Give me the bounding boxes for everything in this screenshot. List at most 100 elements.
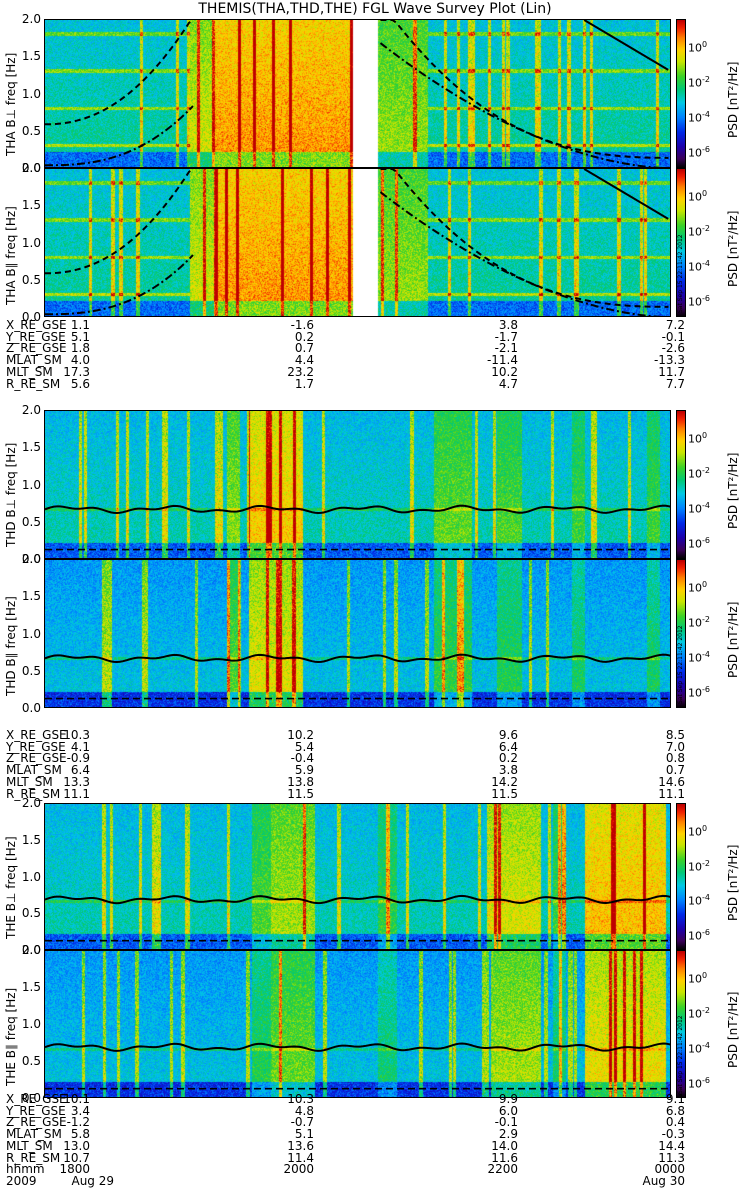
ephemeris-value: 13.8: [287, 774, 314, 789]
ephemeris-value: 6.4: [70, 763, 90, 778]
colorbar-tick: 100: [688, 40, 708, 55]
y-tick-label: 0.0: [21, 701, 41, 715]
ephemeris-value: -1.2: [66, 1115, 90, 1130]
colorbar-label: PSD [nT²/Hz]: [726, 991, 740, 1068]
timestamp-stamp: Sat Sep 15 22:11:42 2012: [677, 1015, 684, 1094]
ephemeris-label: 2009: [6, 1173, 37, 1188]
y-tick-label: 1.5: [21, 198, 41, 213]
ephemeris-value: 8.5: [665, 728, 685, 742]
overlay-lines: [45, 894, 670, 942]
ephemeris-value: 11.3: [658, 1150, 685, 1165]
ephemeris-value: 5.8: [70, 1127, 90, 1142]
ephemeris-value: 2200: [487, 1162, 518, 1177]
y-tick-label: 0.0: [21, 1091, 41, 1105]
y-tick-label: 0.5: [21, 906, 41, 921]
ephemeris-value: 3.8: [498, 318, 518, 332]
ephemeris-label: Z_RE_GSE: [6, 751, 67, 766]
y-tick-label: 0.5: [21, 123, 41, 138]
y-tick-label: 0.0: [21, 943, 41, 957]
ephemeris-value: 7.7: [665, 376, 685, 391]
ephemeris-value: 6.8: [665, 1103, 685, 1118]
ephemeris-value: 10.2: [491, 364, 518, 379]
colorbar: [676, 559, 686, 708]
overlay-line: [45, 20, 194, 126]
ephemeris-value: 9.6: [498, 728, 518, 742]
overlay-line: [45, 169, 194, 275]
colorbar-tick: 10-6: [688, 536, 710, 552]
gyrofrequency-line: [45, 504, 670, 515]
colorbar-tick: 10-2: [688, 615, 710, 630]
ephemeris-value: -0.3: [661, 1127, 685, 1142]
ephemeris-value: 5.4: [294, 739, 314, 754]
ephemeris-value: 2000: [283, 1162, 314, 1177]
y-axis-label: THA B⊥ freq [Hz]: [4, 52, 18, 155]
ephemeris-value: 6.0: [498, 1103, 518, 1118]
ephemeris-value: -2.1: [494, 341, 518, 356]
ephemeris-value: 4.4: [294, 353, 314, 368]
colorbar-gradient: [677, 560, 685, 707]
colorbar-tick: 10-6: [688, 685, 710, 701]
ephemeris-label: R_RE_SM: [6, 1150, 61, 1165]
ephemeris-value: 0000: [654, 1162, 685, 1177]
ephemeris-label: R_RE_SM: [6, 376, 61, 391]
ephemeris-value: 10.3: [63, 728, 90, 742]
ephemeris-value: 10.1: [63, 1092, 90, 1106]
y-tick-label: 2.0: [21, 796, 41, 810]
gyrofrequency-line: [583, 20, 669, 71]
ephemeris-value: 13.0: [63, 1138, 90, 1153]
ephemeris-label: X_RE_GSE: [6, 318, 67, 332]
ephemeris-value: 2.9: [498, 1127, 518, 1142]
ephemeris-value: 6.4: [498, 739, 518, 754]
colorbar-tick: 10-2: [688, 75, 710, 90]
y-axis-label: THE B⊥ freq [Hz]: [4, 836, 18, 939]
ephemeris-value: 11.4: [287, 1150, 314, 1165]
colorbar-gradient: [677, 20, 685, 167]
y-tick-label: 0.5: [21, 514, 41, 529]
spectrogram-panel-thd-perp: [44, 410, 671, 559]
y-tick-label: 0.5: [21, 663, 41, 678]
y-tick-label: 1.0: [21, 235, 41, 250]
ephemeris-value: 11.7: [658, 364, 685, 379]
colorbar-tick: 10-4: [688, 259, 710, 275]
colorbar: [676, 950, 686, 1098]
ephemeris-value: -13.3: [653, 353, 685, 368]
y-axis-label: THA B∥ freq [Hz]: [4, 206, 18, 305]
y-tick-label: 0.5: [21, 272, 41, 287]
ephemeris-value: 4.8: [294, 1103, 314, 1118]
overlay-line: [379, 191, 663, 316]
overlay-line: [45, 254, 194, 316]
ephemeris-value: 14.2: [491, 774, 518, 789]
ephemeris-label: Y_RE_GSE: [6, 739, 66, 754]
overlay-lines: [45, 653, 670, 700]
overlay-line: [380, 169, 669, 308]
gyrofrequency-line: [45, 894, 670, 905]
colorbar-tick: 10-4: [688, 650, 710, 666]
ephemeris-value: 5.9: [294, 763, 314, 778]
overlay-lines: [45, 20, 669, 167]
ephemeris-value: Aug 29: [71, 1173, 114, 1188]
y-tick-label: 0.0: [21, 310, 41, 324]
ephemeris-value: -2.6: [661, 341, 685, 356]
ephemeris-value: 4.0: [70, 353, 90, 368]
ephemeris-value: 23.2: [287, 364, 314, 379]
colorbar-gradient: [677, 951, 685, 1097]
y-tick-label: 2.0: [21, 403, 41, 417]
y-tick-label: 0.0: [21, 552, 41, 566]
ephemeris-value: 0.8: [665, 751, 685, 766]
ephemeris-value: 11.6: [491, 1150, 518, 1165]
y-tick-label: 1.0: [21, 477, 41, 492]
ephemeris-value: 11.1: [63, 786, 90, 801]
ephemeris-value: 14.4: [658, 1138, 685, 1153]
colorbar-tick: 10-6: [688, 294, 710, 310]
colorbar-label: PSD [nT²/Hz]: [726, 452, 740, 529]
y-tick-label: 2.0: [21, 943, 41, 957]
ephemeris-value: 0.7: [665, 763, 685, 778]
ephemeris-value: Aug 30: [642, 1173, 685, 1188]
ephemeris-value: 10.2: [287, 728, 314, 742]
spectrogram-panel-thd-par: [44, 559, 671, 708]
y-tick-label: 2.0: [21, 552, 41, 566]
ephemeris-value: -0.9: [66, 751, 90, 766]
overlay-line: [379, 42, 663, 167]
y-axis-label: THE B∥ freq [Hz]: [4, 988, 18, 1086]
overlay-lines: [45, 1042, 670, 1090]
